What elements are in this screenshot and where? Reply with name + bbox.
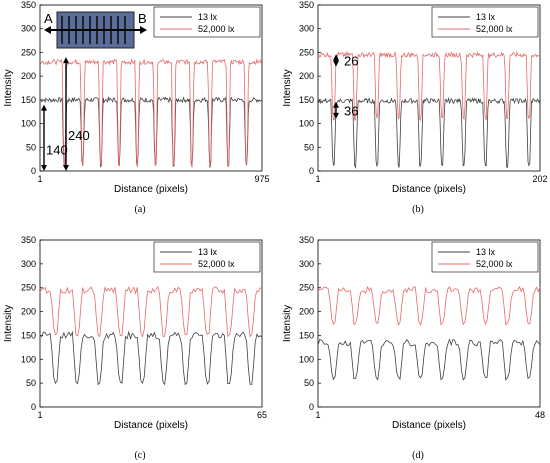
chart-panel-2: 0 50 100 150 200 250 300 350 1 202 Distance (pixel…: [282, 0, 548, 215]
y-tick-label: 350: [299, 0, 314, 10]
y-tick-label: 150: [21, 95, 36, 105]
inset-label-a: A: [44, 11, 53, 26]
y-tick-label: 50: [304, 142, 314, 152]
y-tick-label: 200: [299, 307, 314, 317]
y-tick-label: 0: [31, 166, 36, 176]
x-tick-label: 1: [315, 174, 320, 184]
y-tick-label: 50: [26, 378, 36, 388]
y-axis-label: Intensity: [282, 69, 293, 106]
y-tick-label: 200: [21, 307, 36, 317]
legend-entry: 52,000 lx: [476, 24, 513, 34]
y-tick-label: 300: [21, 24, 36, 34]
y-tick-label: 100: [21, 119, 36, 129]
y-tick-label: 350: [21, 0, 36, 10]
y-tick-label: 200: [299, 71, 314, 81]
x-tick-label: 48: [535, 410, 545, 420]
panel-caption: (b): [412, 204, 424, 215]
legend-entry: 13 lx: [198, 247, 218, 257]
arrow-head-icon: [44, 26, 51, 34]
measure-label: 140: [46, 142, 68, 157]
x-tick-label: 975: [254, 174, 269, 184]
series-line-52000lx: [318, 287, 540, 325]
y-tick-label: 0: [309, 166, 314, 176]
panel-caption: (a): [134, 204, 145, 215]
legend-entry: 52,000 lx: [198, 259, 235, 269]
x-tick-label: 65: [257, 410, 267, 420]
legend-entry: 13 lx: [476, 12, 496, 22]
y-tick-label: 300: [299, 259, 314, 269]
arrow-head-icon: [333, 61, 339, 67]
y-tick-label: 150: [21, 330, 36, 340]
y-tick-label: 350: [21, 235, 36, 245]
y-tick-label: 150: [299, 95, 314, 105]
y-tick-label: 100: [21, 354, 36, 364]
y-axis-label: Intensity: [3, 305, 14, 342]
measure-label: 36: [344, 103, 358, 118]
y-tick-label: 200: [21, 71, 36, 81]
chart-panel-1: 0 50 100 150 200 250 300 350 1 975 Distance (pixel…: [3, 0, 270, 215]
y-axis-label: Intensity: [3, 69, 14, 106]
y-tick-label: 250: [299, 47, 314, 57]
x-axis-label: Distance (pixels): [114, 420, 188, 431]
y-tick-label: 50: [26, 142, 36, 152]
inset-label-b: B: [138, 11, 147, 26]
legend-entry: 13 lx: [198, 12, 218, 22]
series-line-13lx: [318, 339, 540, 379]
y-tick-label: 0: [31, 402, 36, 412]
x-tick-label: 202: [532, 174, 547, 184]
x-tick-label: 1: [37, 410, 42, 420]
legend-entry: 52,000 lx: [476, 259, 513, 269]
y-tick-label: 100: [299, 354, 314, 364]
arrow-head-icon: [63, 57, 69, 63]
x-axis-label: Distance (pixels): [392, 184, 466, 195]
arrow-head-icon: [63, 165, 69, 171]
measure-label: 240: [68, 128, 90, 143]
arrow-head-icon: [41, 105, 47, 111]
legend-entry: 13 lx: [476, 247, 496, 257]
x-tick-label: 1: [315, 410, 320, 420]
y-tick-label: 150: [299, 330, 314, 340]
y-tick-label: 50: [304, 378, 314, 388]
series-line-52000lx: [40, 287, 262, 337]
chart-panel-3: 0 50 100 150 200 250 300 350 1 65 Distance (pixels…: [3, 235, 267, 461]
panel-caption: (d): [412, 450, 424, 461]
chart-panel-4: 0 50 100 150 200 250 300 350 1 48 Distance (pixels…: [282, 235, 545, 461]
series-line-52000lx: [40, 60, 262, 167]
y-tick-label: 300: [299, 24, 314, 34]
y-tick-label: 350: [299, 235, 314, 245]
panel-caption: (c): [134, 450, 145, 461]
arrow-head-icon: [41, 165, 47, 171]
arrow-head-icon: [333, 102, 339, 108]
x-tick-label: 1: [37, 174, 42, 184]
y-tick-label: 0: [309, 402, 314, 412]
y-tick-label: 300: [21, 259, 36, 269]
x-axis-label: Distance (pixels): [114, 184, 188, 195]
y-tick-label: 250: [21, 47, 36, 57]
y-axis-label: Intensity: [282, 305, 293, 342]
legend-entry: 52,000 lx: [198, 24, 235, 34]
y-tick-label: 250: [21, 283, 36, 293]
series-line-13lx: [40, 332, 262, 384]
arrow-head-icon: [140, 26, 147, 34]
y-tick-label: 100: [299, 119, 314, 129]
y-tick-label: 250: [299, 283, 314, 293]
measure-label: 26: [344, 53, 358, 68]
x-axis-label: Distance (pixels): [392, 420, 466, 431]
